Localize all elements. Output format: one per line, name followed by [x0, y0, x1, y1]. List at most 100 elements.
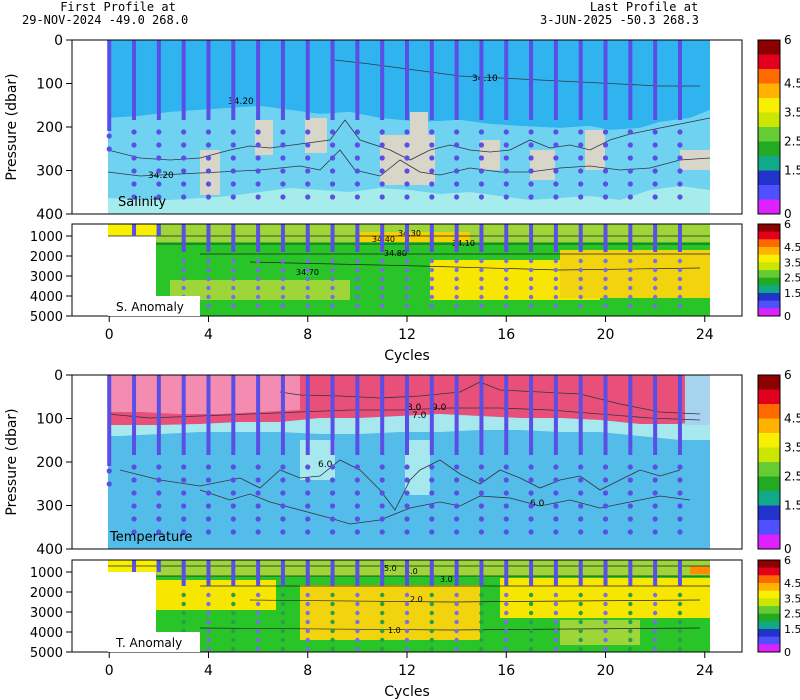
- temperature-y-ticks: 0 100 200 300 400: [36, 368, 72, 558]
- profile-point: [528, 610, 534, 616]
- profile-point: [355, 619, 360, 625]
- profile-point: [454, 503, 460, 509]
- profile-point: [404, 181, 410, 187]
- profile-point: [330, 303, 335, 309]
- profile-point: [181, 155, 187, 161]
- profile-point: [454, 516, 460, 522]
- profile-point: [131, 129, 137, 135]
- profile-point: [305, 477, 311, 483]
- profile-point: [330, 601, 335, 607]
- s-anomaly-contour-label: 34.30: [398, 229, 421, 238]
- profile-point: [280, 601, 286, 607]
- profile-point: [379, 294, 385, 300]
- profile-point: [305, 490, 311, 496]
- profile-point: [553, 142, 559, 148]
- profile-point: [628, 646, 633, 652]
- y-tick-label: 400: [36, 542, 63, 558]
- profile-point: [131, 490, 137, 496]
- profile-point: [479, 646, 484, 652]
- profile-point: [280, 181, 286, 187]
- profile-point: [355, 592, 360, 598]
- profile-point: [379, 592, 385, 598]
- profile-point: [504, 294, 509, 300]
- profile-point: [255, 628, 261, 634]
- profile-point: [578, 276, 583, 282]
- profile-point: [206, 267, 211, 273]
- profile-point: [479, 601, 484, 607]
- profile-point: [603, 285, 608, 291]
- profile-point: [255, 303, 261, 309]
- profile-point: [329, 529, 336, 535]
- profile-point: [429, 646, 435, 652]
- profile-point: [354, 490, 360, 496]
- salinity-contour-label: 34.20: [148, 171, 174, 181]
- profile-point: [230, 194, 236, 200]
- profile-point: [355, 258, 360, 264]
- profile-point: [181, 181, 187, 187]
- profile-point: [181, 477, 187, 483]
- profile-point: [230, 155, 236, 161]
- profile-point: [628, 276, 633, 282]
- profile-point: [305, 637, 310, 643]
- profile-point: [255, 294, 261, 300]
- profile-point: [330, 610, 335, 616]
- profile-point: [504, 592, 509, 598]
- profile-point: [255, 646, 261, 652]
- profile-point: [627, 464, 633, 470]
- profile-point: [479, 619, 484, 625]
- colorbar-swatch: [758, 300, 780, 309]
- colorbar-swatch: [758, 447, 780, 463]
- profile-point: [652, 181, 658, 187]
- profile-point: [652, 503, 658, 509]
- profile-point: [677, 477, 683, 483]
- profile-point: [181, 516, 187, 522]
- profile-point: [156, 490, 162, 496]
- profile-point: [503, 477, 509, 483]
- profile-point: [255, 258, 261, 264]
- t-anomaly-profiles: [132, 560, 683, 652]
- colorbar-swatch: [758, 476, 780, 492]
- profile-point: [156, 181, 162, 187]
- profile-point: [379, 129, 385, 135]
- temperature-warm-light: [108, 375, 300, 414]
- profile-point: [677, 155, 683, 161]
- profile-point: [181, 168, 187, 174]
- profile-point: [255, 285, 261, 291]
- profile-point: [156, 129, 162, 135]
- profile-point: [479, 285, 484, 291]
- profile-point: [628, 628, 633, 634]
- profile-point: [478, 181, 485, 187]
- profile-point: [231, 619, 236, 625]
- profile-point: [429, 503, 435, 509]
- profile-point: [330, 619, 335, 625]
- profile-point: [379, 267, 385, 273]
- colorbar-label: 4.5: [784, 577, 800, 590]
- profile-point: [131, 155, 137, 161]
- profile-point: [677, 276, 683, 282]
- y-tick-label: 5000: [30, 310, 63, 325]
- profile-point: [553, 610, 559, 616]
- profile-point: [181, 142, 187, 148]
- x-tick-label: 16: [497, 327, 515, 343]
- profile-point: [404, 637, 410, 643]
- profile-point: [205, 503, 212, 509]
- profile-point: [206, 592, 211, 598]
- profile-point: [329, 168, 336, 174]
- profile-point: [230, 529, 236, 535]
- profile-point: [404, 477, 410, 483]
- profile-point: [504, 619, 509, 625]
- profile-point: [627, 181, 633, 187]
- profile-point: [305, 129, 311, 135]
- x-tick-label: 8: [303, 327, 312, 343]
- profile-point: [379, 194, 385, 200]
- profile-point: [627, 168, 633, 174]
- profile-point: [429, 628, 435, 634]
- colorbar-swatch: [758, 389, 780, 405]
- profile-point: [329, 516, 336, 522]
- colorbar-swatch: [758, 462, 780, 477]
- profile-point: [205, 129, 212, 135]
- profile-point: [503, 516, 509, 522]
- temperature-contour-label: 7.0: [412, 411, 427, 421]
- profile-point: [603, 276, 608, 282]
- colorbar-swatch: [758, 239, 780, 248]
